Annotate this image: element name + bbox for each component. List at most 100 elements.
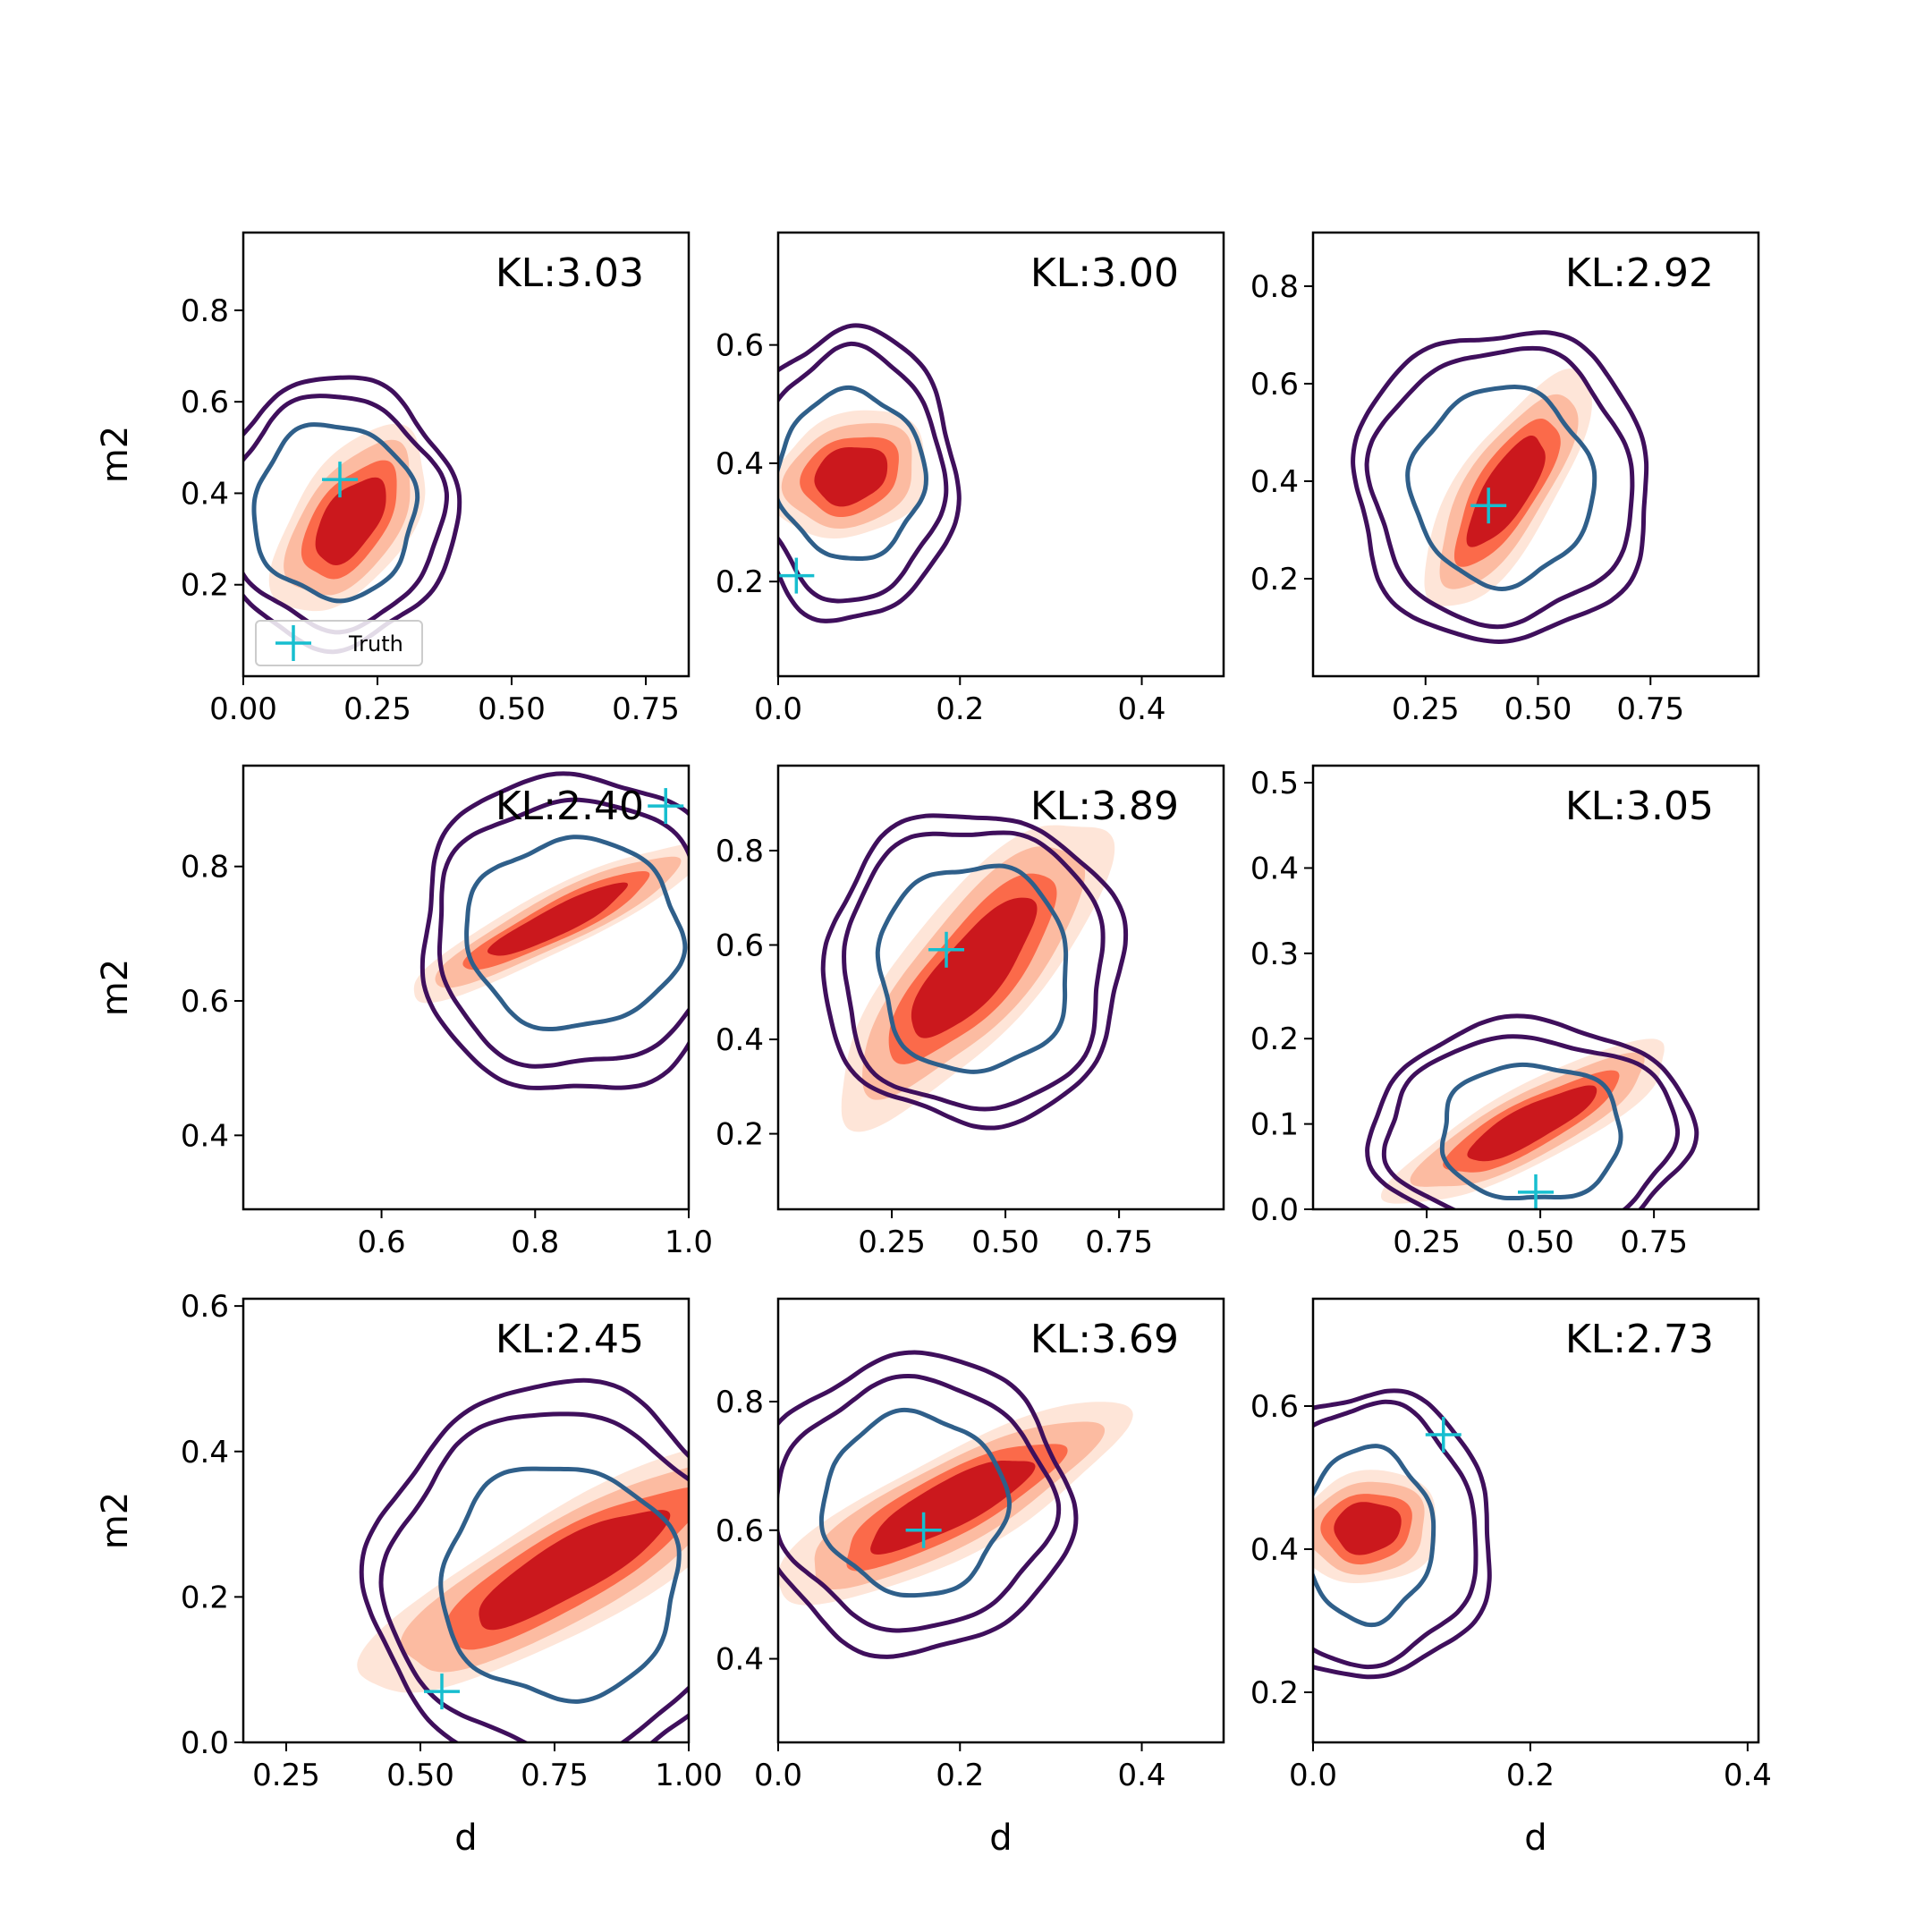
x-tick-label: 1.0 (665, 1224, 713, 1260)
y-tick-label: 0.5 (1250, 766, 1299, 801)
kl-annotation: KL:2.73 (1565, 1317, 1714, 1362)
x-axis-label: d (1524, 1818, 1546, 1859)
y-tick-label: 0.6 (181, 1289, 229, 1325)
plot-frame (1311, 764, 1760, 1211)
x-tick-label: 0.25 (252, 1758, 320, 1793)
y-tick-label: 0.0 (1250, 1192, 1299, 1228)
contour-line-1 (1313, 1444, 1436, 1628)
subplot-3: 0.25 0.50 0.75 0.2 0.4 0.6 0.8 KL:2.92 (1250, 231, 1760, 727)
contour-line-2 (778, 1373, 1062, 1633)
subplot-4: 0.6 0.8 1.0 0.4 0.6 0.8 KL:2.40 m2 (95, 764, 713, 1260)
kl-annotation: KL:2.40 (496, 784, 644, 829)
y-axis-label: m2 (95, 426, 136, 483)
plot-frame (242, 764, 691, 1211)
x-tick-label: 0.50 (478, 691, 546, 727)
contour-line-2 (1364, 345, 1635, 630)
contour-line-1 (1439, 1062, 1623, 1201)
x-tick-label: 0.50 (386, 1758, 454, 1793)
y-tick-label: 0.2 (1250, 562, 1299, 597)
plot-frame (1311, 231, 1760, 678)
plot-frame (242, 1297, 691, 1744)
density-fill (357, 1449, 689, 1693)
y-tick-label: 0.4 (1250, 1532, 1299, 1568)
x-tick-label: 0.25 (1392, 691, 1460, 727)
y-tick-label: 0.6 (716, 1513, 764, 1549)
plot-area (820, 813, 1129, 1132)
contour-line-1 (778, 385, 928, 562)
y-tick-label: 0.8 (716, 1385, 764, 1420)
y-tick-label: 0.6 (1250, 1389, 1299, 1425)
y-tick-label: 0.4 (716, 1642, 764, 1678)
subplot-5: 0.25 0.50 0.75 0.2 0.4 0.6 0.8 KL:3.89 (716, 764, 1225, 1260)
density-level-4 (1467, 1085, 1597, 1162)
contour-line-1 (464, 835, 688, 1032)
truth-marker (928, 931, 965, 968)
truth-marker (905, 1512, 942, 1548)
x-tick-label: 0.4 (1724, 1758, 1772, 1793)
contour-line-3 (359, 1377, 689, 1742)
y-tick-label: 0.2 (181, 568, 229, 604)
legend-truth-marker (275, 625, 311, 661)
plot-frame (242, 231, 691, 678)
density-fill (1424, 369, 1592, 606)
x-tick-label: 0.2 (936, 691, 984, 727)
x-tick-label: 0.0 (754, 691, 802, 727)
subplot-7: 0.25 0.50 0.75 1.00 0.0 0.2 0.4 0.6 KL:2.45 d m2 (95, 1289, 723, 1859)
y-tick-label: 0.6 (181, 984, 229, 1020)
legend: Truth (255, 620, 423, 666)
y-tick-label: 0.4 (181, 1435, 229, 1470)
density-fill (1313, 1470, 1436, 1583)
y-tick-label: 0.8 (181, 850, 229, 886)
density-fill (778, 410, 928, 539)
x-tick-label: 0.0 (754, 1758, 802, 1793)
x-tick-label: 0.8 (511, 1224, 559, 1260)
density-fill (413, 843, 689, 1004)
x-tick-label: 0.75 (1616, 691, 1684, 727)
y-tick-label: 0.4 (1250, 464, 1299, 500)
kl-annotation: KL:3.03 (496, 250, 644, 296)
truth-marker (648, 788, 684, 825)
x-tick-label: 0.50 (971, 1224, 1039, 1260)
x-tick-label: 0.25 (343, 691, 411, 727)
plot-area (778, 1350, 1133, 1659)
y-tick-label: 0.1 (1250, 1107, 1299, 1143)
y-tick-label: 0.6 (716, 928, 764, 964)
y-tick-label: 0.8 (716, 834, 764, 869)
x-tick-label: 1.00 (655, 1758, 723, 1793)
plot-area (1351, 330, 1649, 644)
plot-area (413, 771, 689, 1090)
subplot-8: 0.0 0.2 0.4 0.4 0.6 0.8 KL:3.69 d (716, 1297, 1225, 1859)
y-tick-label: 0.4 (181, 1118, 229, 1154)
plot-frame (776, 231, 1225, 678)
subplot-2: 0.0 0.2 0.4 0.2 0.4 0.6 KL:3.00 (716, 231, 1225, 727)
contour-line-2 (436, 797, 689, 1069)
x-axis-label: d (989, 1818, 1012, 1859)
density-fill (778, 1402, 1133, 1606)
y-axis-label: m2 (95, 959, 136, 1016)
y-tick-label: 0.6 (716, 328, 764, 364)
contour-line-3 (1313, 1388, 1492, 1680)
plot-area (1365, 1013, 1699, 1209)
density-level-4 (479, 1510, 671, 1631)
y-tick-label: 0.6 (181, 385, 229, 420)
y-tick-label: 0.0 (181, 1725, 229, 1761)
kl-annotation: KL:2.92 (1565, 250, 1714, 296)
plot-area (778, 323, 962, 623)
legend-box (255, 620, 423, 666)
truth-marker (1518, 1174, 1554, 1210)
x-tick-label: 0.4 (1117, 691, 1165, 727)
density-level-4 (315, 477, 386, 565)
subplot-1: 0.00 0.25 0.50 0.75 0.2 0.4 0.6 0.8 KL:3.03 m2 Tru… (95, 231, 691, 727)
y-tick-label: 0.4 (716, 446, 764, 482)
plot-area (357, 1377, 689, 1742)
y-tick-label: 0.8 (181, 293, 229, 329)
contour-line-1 (251, 422, 420, 604)
truth-marker (778, 557, 815, 594)
y-tick-label: 0.6 (1250, 367, 1299, 402)
contour-line-2 (1313, 1399, 1479, 1670)
contour-line-3 (778, 1350, 1079, 1659)
density-level-4 (814, 447, 888, 507)
y-tick-label: 0.8 (1250, 269, 1299, 305)
contour-line-1 (875, 863, 1069, 1074)
